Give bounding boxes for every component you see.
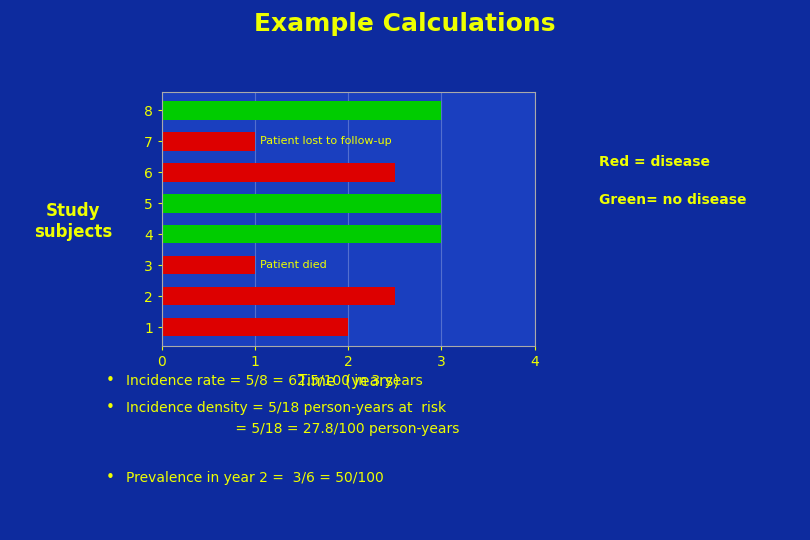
Bar	[162, 225, 441, 244]
Text: •: •	[105, 373, 114, 388]
Bar	[162, 101, 441, 120]
Text: •: •	[105, 470, 114, 485]
Text: Example Calculations: Example Calculations	[254, 12, 556, 36]
Text: •: •	[105, 400, 114, 415]
Bar	[162, 132, 255, 151]
X-axis label: Time  (years): Time (years)	[298, 374, 399, 389]
Text: Incidence density = 5/18 person-years at  risk: Incidence density = 5/18 person-years at…	[126, 401, 446, 415]
Text: Patient died: Patient died	[260, 260, 326, 270]
Text: Red = disease: Red = disease	[599, 155, 710, 169]
Text: = 5/18 = 27.8/100 person-years: = 5/18 = 27.8/100 person-years	[126, 422, 459, 436]
Bar	[162, 194, 441, 213]
Text: Study
subjects: Study subjects	[34, 202, 112, 241]
Text: Patient lost to follow-up: Patient lost to follow-up	[260, 136, 391, 146]
Text: Prevalence in year 2 =  3/6 = 50/100: Prevalence in year 2 = 3/6 = 50/100	[126, 471, 383, 485]
Bar	[162, 163, 395, 181]
Text: Incidence rate = 5/8 = 62.5/100 in 3 years: Incidence rate = 5/8 = 62.5/100 in 3 yea…	[126, 374, 422, 388]
Bar	[162, 256, 255, 274]
Text: Green= no disease: Green= no disease	[599, 193, 747, 207]
Bar	[162, 287, 395, 305]
Bar	[162, 318, 348, 336]
